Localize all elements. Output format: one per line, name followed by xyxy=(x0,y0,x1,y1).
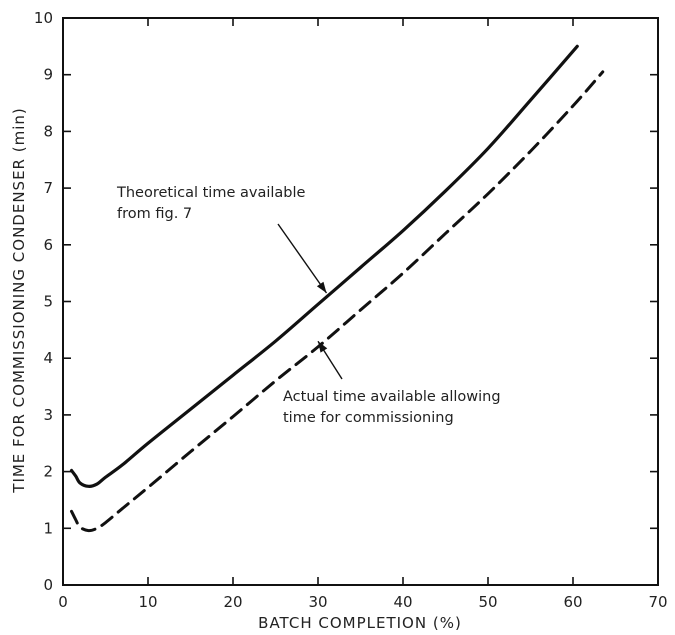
x-tick-label: 30 xyxy=(308,593,327,611)
x-tick-label: 0 xyxy=(58,593,68,611)
x-tick-label: 40 xyxy=(393,593,412,611)
series-group xyxy=(69,44,605,533)
plot-frame xyxy=(62,17,659,586)
y-tick-label: 3 xyxy=(43,406,53,424)
y-tick-label: 4 xyxy=(43,349,53,367)
theoretical-time-line xyxy=(69,44,579,488)
y-tick-label: 2 xyxy=(43,463,53,481)
x-axis-title: BATCH COMPLETION (%) xyxy=(258,614,462,632)
annotation-text: time for commissioning xyxy=(283,410,454,426)
x-tick-label: 20 xyxy=(223,593,242,611)
y-tick-label: 0 xyxy=(43,576,53,594)
x-tick-label: 70 xyxy=(648,593,667,611)
x-tick-labels: 0 10 20 30 40 50 60 70 xyxy=(58,593,667,611)
y-tick-label: 9 xyxy=(43,66,53,84)
annotation-text: Actual time available allowing xyxy=(283,389,501,405)
y-axis-title: TIME FOR COMMISSIONING CONDENSER (min) xyxy=(10,107,28,493)
y-tick-labels: 0 1 2 3 4 5 6 7 8 9 10 xyxy=(34,9,53,594)
y-tick-label: 7 xyxy=(43,179,53,197)
x-tick-label: 50 xyxy=(478,593,497,611)
y-tick-label: 8 xyxy=(43,122,53,140)
annotation-text: Theoretical time available xyxy=(116,185,306,201)
x-tick-label: 60 xyxy=(563,593,582,611)
y-tick-label: 5 xyxy=(43,293,53,311)
y-tick-label: 10 xyxy=(34,9,53,27)
y-tick-label: 6 xyxy=(43,236,53,254)
axis-ticks xyxy=(63,18,658,585)
annotation-arrowhead xyxy=(316,281,327,293)
actual-time-line xyxy=(70,70,605,533)
annotation-text: from fig. 7 xyxy=(117,206,192,222)
annotation-arrow-line xyxy=(277,223,328,294)
annotation-arrowhead xyxy=(318,341,328,353)
x-tick-label: 10 xyxy=(138,593,157,611)
y-tick-label: 1 xyxy=(43,519,53,537)
annotations: Theoretical time available from fig. 7 Act… xyxy=(116,185,501,426)
